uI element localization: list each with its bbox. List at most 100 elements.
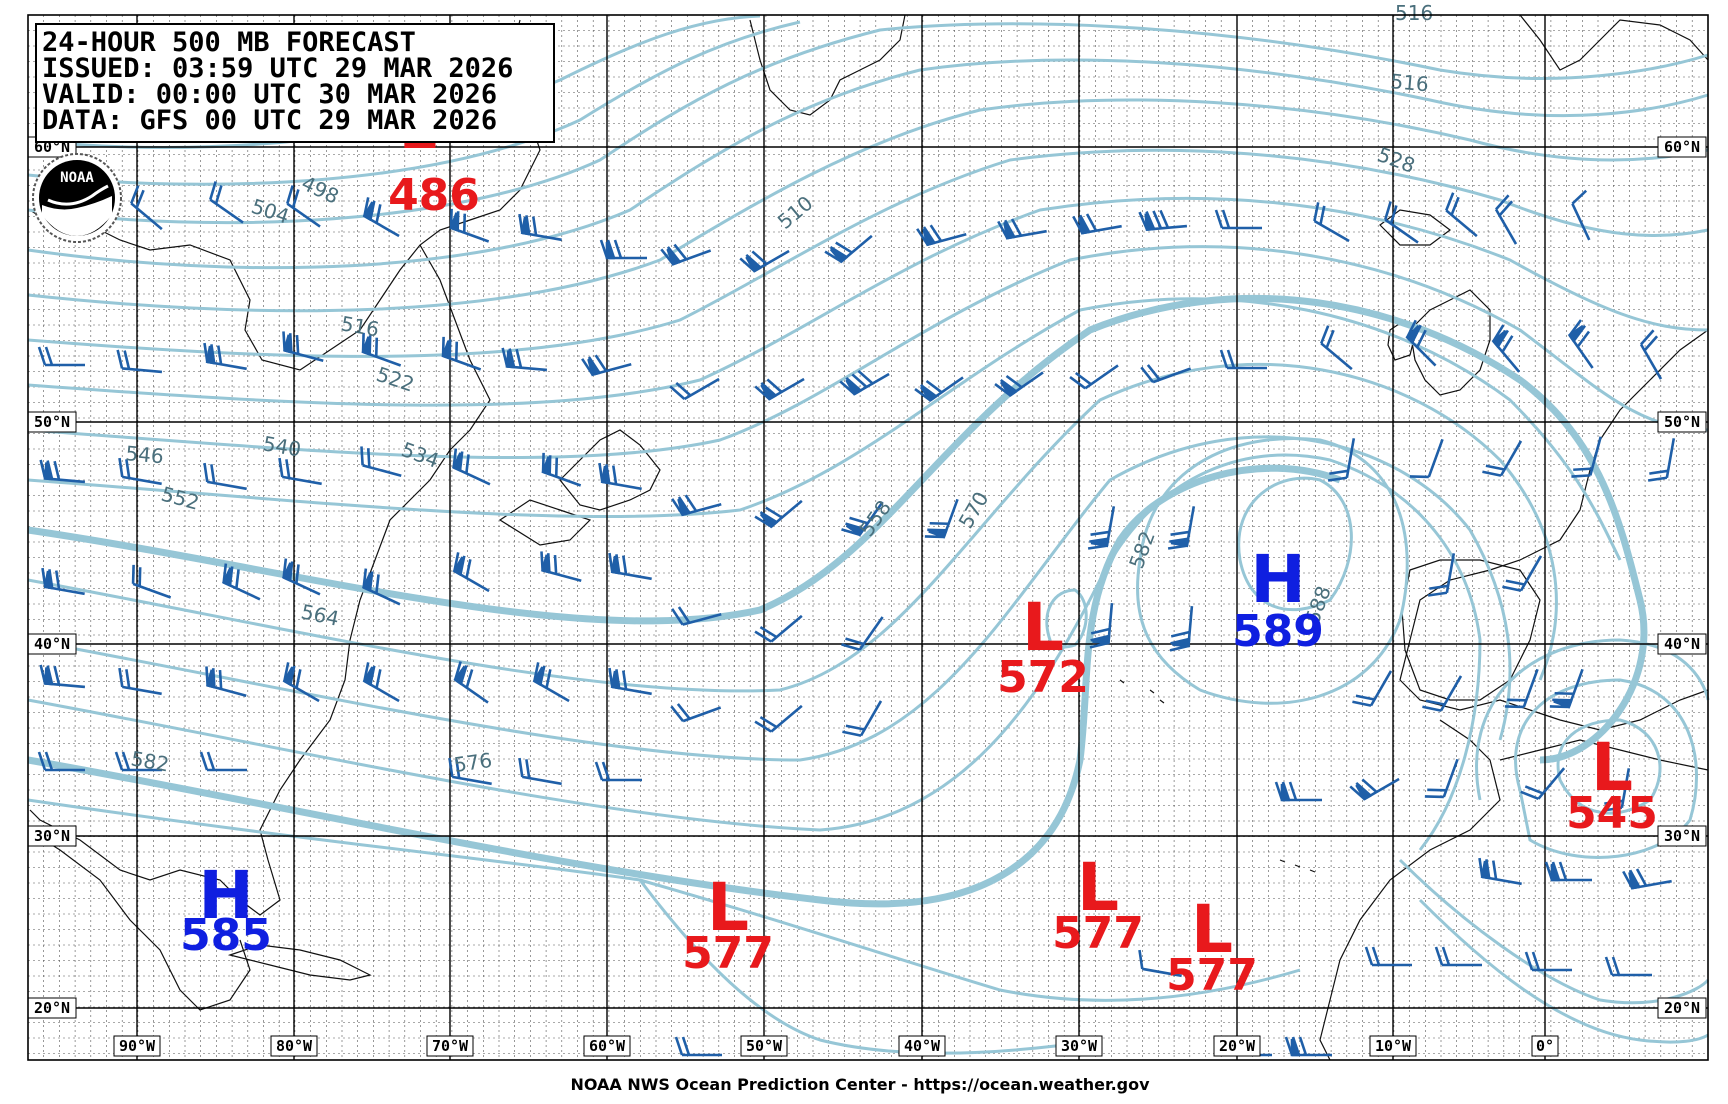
wind-barb bbox=[839, 369, 890, 396]
header-valid: VALID: 00:00 UTC 30 MAR 2026 bbox=[42, 79, 497, 110]
low-marker: L bbox=[1191, 891, 1233, 968]
wind-barb bbox=[1274, 781, 1322, 802]
lon-label: 20°W bbox=[1219, 1037, 1256, 1055]
wind-barb bbox=[41, 567, 85, 596]
contour-bold-582 bbox=[27, 464, 1342, 908]
wind-barb bbox=[739, 249, 790, 273]
wind-barb bbox=[130, 185, 163, 231]
wind-barb bbox=[203, 462, 247, 491]
wind-barb bbox=[1504, 668, 1539, 709]
low-value: 577 bbox=[682, 928, 774, 979]
lat-label-left-50: 50°N bbox=[27, 411, 77, 433]
wind-barb bbox=[362, 662, 400, 703]
wind-barb bbox=[39, 664, 86, 689]
contour-7 bbox=[27, 196, 1709, 407]
wind-barb bbox=[1571, 189, 1591, 241]
wind-barb bbox=[669, 377, 720, 401]
wind-barb bbox=[362, 197, 400, 238]
wind-barb bbox=[914, 376, 964, 403]
wind-barb bbox=[1422, 675, 1463, 712]
wind-barb bbox=[441, 336, 482, 371]
coast-gulf bbox=[27, 829, 251, 1011]
wind-barb bbox=[1140, 364, 1192, 384]
wind-barb bbox=[1604, 956, 1652, 977]
wind-barb bbox=[1072, 213, 1122, 235]
lon-label-80w: 80°W bbox=[270, 1035, 318, 1057]
wind-barb bbox=[994, 371, 1044, 398]
lon-label: 70°W bbox=[432, 1037, 469, 1055]
wind-barb bbox=[1284, 1036, 1332, 1057]
lat-label: 30°N bbox=[34, 827, 70, 845]
high-marker: H bbox=[1250, 541, 1305, 618]
low-marker: L bbox=[1591, 729, 1633, 806]
wind-barb bbox=[671, 494, 722, 517]
wind-barb bbox=[842, 700, 883, 737]
wind-barb bbox=[1219, 349, 1267, 370]
map-frame bbox=[27, 14, 1709, 1061]
high-marker: H bbox=[198, 857, 253, 934]
lon-label: 10°W bbox=[1375, 1037, 1412, 1055]
wind-barb bbox=[598, 462, 642, 491]
lat-label-right-40: 40°N bbox=[1657, 633, 1707, 655]
lon-label-70w: 70°W bbox=[426, 1035, 474, 1057]
header-issued: ISSUED: 03:59 UTC 29 MAR 2026 bbox=[42, 53, 513, 84]
low-value: 577 bbox=[1166, 950, 1258, 1001]
coast-labrador bbox=[29, 244, 491, 916]
coast-north-america bbox=[29, 19, 541, 371]
wind-barb bbox=[452, 552, 490, 593]
contour-low-545-outer bbox=[1514, 678, 1698, 859]
wind-barb bbox=[1571, 436, 1602, 478]
wind-barb bbox=[1427, 553, 1456, 597]
wind-barb bbox=[131, 564, 172, 599]
wind-barb bbox=[1167, 506, 1196, 550]
lon-label: 30°W bbox=[1061, 1037, 1098, 1055]
wind-barb bbox=[1647, 438, 1676, 482]
wind-barb bbox=[754, 499, 803, 529]
contour-13 bbox=[27, 798, 1301, 1002]
lon-label-90w: 90°W bbox=[113, 1035, 161, 1057]
contour-8 bbox=[27, 245, 1709, 459]
wind-barb bbox=[1520, 767, 1566, 800]
wind-barb bbox=[1622, 868, 1672, 890]
lat-label: 30°N bbox=[1664, 827, 1700, 845]
contour-4 bbox=[27, 58, 1709, 270]
lat-label-right-30: 30°N bbox=[1657, 825, 1707, 847]
contour-10 bbox=[27, 362, 1558, 693]
contour-label: 546 bbox=[125, 441, 165, 468]
header-data: DATA: GFS 00 UTC 29 MAR 2026 bbox=[42, 105, 497, 136]
header-box: 24-HOUR 500 MB FORECAST ISSUED: 03:59 UT… bbox=[35, 23, 555, 143]
wind-barb bbox=[1639, 329, 1663, 380]
wind-barb bbox=[501, 347, 548, 372]
coast-scandinavia bbox=[1519, 14, 1709, 71]
wind-barb bbox=[674, 1036, 722, 1057]
wind-barb bbox=[116, 349, 163, 374]
wind-barb bbox=[278, 457, 322, 486]
lat-label-right-50: 50°N bbox=[1657, 411, 1707, 433]
lat-label: 20°N bbox=[1664, 999, 1700, 1017]
wind-barb bbox=[1567, 319, 1594, 369]
lat-label: 40°N bbox=[34, 635, 70, 653]
wind-barb bbox=[1445, 192, 1478, 238]
major-grid bbox=[28, 15, 1708, 1060]
lat-label-right-60: 60°N bbox=[1657, 136, 1707, 158]
wind-barb bbox=[1549, 668, 1584, 709]
wind-barb bbox=[518, 757, 562, 786]
coast-mediterranean bbox=[1499, 739, 1709, 771]
noaa-logo: NOAA bbox=[32, 153, 122, 243]
wind-barb bbox=[916, 224, 967, 247]
high-value: 589 bbox=[1232, 606, 1324, 657]
wind-barb bbox=[205, 666, 247, 697]
lon-label-50w: 50°W bbox=[740, 1035, 788, 1057]
wind-barb bbox=[671, 606, 722, 626]
wind-barb bbox=[1327, 438, 1356, 482]
contour-6 bbox=[27, 148, 1709, 358]
wind-barb bbox=[841, 616, 884, 651]
wind-barb bbox=[1138, 949, 1182, 978]
wind-barb bbox=[448, 757, 492, 786]
wind-barb bbox=[1524, 951, 1572, 972]
contour-high-589 bbox=[1237, 476, 1353, 612]
header-title: 24-HOUR 500 MB FORECAST bbox=[42, 27, 416, 58]
contour-low-572 bbox=[1045, 588, 1088, 649]
